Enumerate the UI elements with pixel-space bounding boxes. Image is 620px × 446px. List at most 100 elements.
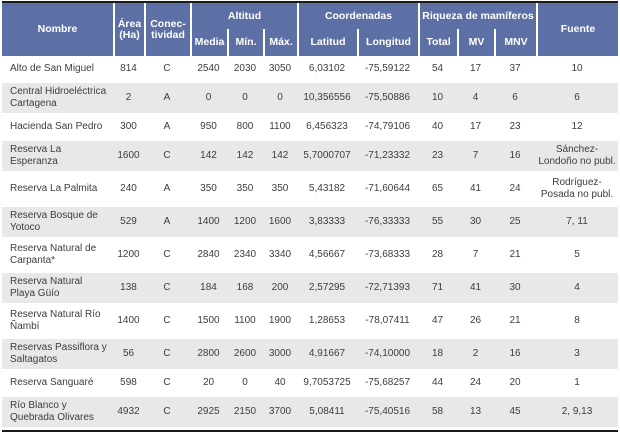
cell-conectividad: C — [163, 150, 171, 161]
cell-conectividad: C — [163, 406, 171, 417]
cell-fuente: 3 — [574, 348, 580, 359]
cell-area: 4932 — [117, 406, 140, 417]
cell-longitud: -73,68333 — [364, 249, 411, 260]
cell-media: 20 — [202, 377, 215, 388]
cell-mv: 7 — [472, 150, 479, 161]
cell-fuente: 12 — [571, 121, 583, 132]
cell-max: 3050 — [268, 63, 292, 74]
cell-max: 0 — [277, 92, 283, 103]
cell-longitud: -75,59122 — [364, 63, 411, 74]
cell-fuente: 8 — [574, 315, 580, 326]
cell-total: 10 — [431, 92, 444, 103]
cell-latitud: 4,56667 — [308, 249, 346, 260]
table-row: Reserva La Esperanza 1600 C 142 142 142 5,7000… — [2, 141, 618, 171]
cell-mnv: 20 — [509, 377, 521, 388]
cell-longitud: -74,10000 — [364, 348, 411, 359]
cell-fuente: 5 — [574, 249, 580, 260]
cell-name: Reserva La Esperanza — [10, 144, 62, 167]
cell-total: 58 — [431, 406, 444, 417]
cell-mnv: 6 — [512, 92, 518, 103]
header-mnv: MNV — [494, 29, 536, 56]
cell-media: 1500 — [197, 315, 220, 326]
table-row: Río Blanco y Quebrada Olivares 4932 C 2925 2… — [2, 397, 618, 427]
cell-latitud: 4,91667 — [308, 348, 346, 359]
cell-area: 1400 — [117, 315, 140, 326]
cell-mv: 17 — [469, 63, 482, 74]
cell-latitud: 2,57295 — [308, 282, 346, 293]
cell-longitud: -75,50886 — [364, 92, 411, 103]
cell-min: 168 — [236, 282, 254, 293]
cell-media: 950 — [200, 121, 217, 132]
cell-conectividad: A — [163, 216, 171, 227]
cell-fuente: Sánchez-Londoño no publ. — [538, 144, 616, 167]
cell-fuente: 4 — [574, 282, 580, 293]
cell-min: 142 — [236, 150, 254, 161]
cell-mnv: 25 — [509, 216, 521, 227]
cell-area: 814 — [120, 63, 137, 74]
header-fuente: Fuente — [536, 3, 618, 56]
cell-min: 2340 — [233, 249, 257, 260]
cell-media: 1400 — [197, 216, 220, 227]
cell-mnv: 21 — [509, 249, 521, 260]
cell-fuente: 1 — [574, 377, 580, 388]
header-nombre: Nombre — [37, 23, 78, 35]
cell-max: 350 — [271, 183, 289, 194]
cell-max: 1600 — [268, 216, 292, 227]
cell-name: Central Hidroeléctrica Cartagena — [10, 86, 107, 109]
cell-min: 2030 — [233, 63, 257, 74]
header-latitud: Latitud — [297, 29, 357, 56]
cell-area: 1600 — [117, 150, 140, 161]
cell-name: Reserva Sanguaré — [10, 377, 94, 388]
header-conectividad: Conec-tividad — [144, 3, 190, 56]
cell-mv: 17 — [469, 121, 482, 132]
table-row: Reserva Natural Playa Güío 138 C 184 168 200 2… — [2, 273, 618, 303]
cell-area: 2 — [125, 92, 132, 103]
header-longitud: Longitud — [357, 29, 418, 56]
cell-total: 44 — [431, 377, 444, 388]
cell-mv: 4 — [472, 92, 479, 103]
cell-max: 3700 — [268, 406, 292, 417]
table-row: Central Hidroeléctrica Cartagena 2 A 0 0 0 10,… — [2, 83, 618, 113]
cell-longitud: -72,71393 — [364, 282, 411, 293]
cell-total: 54 — [431, 63, 444, 74]
cell-min: 0 — [242, 377, 248, 388]
cell-total: 47 — [431, 315, 444, 326]
cell-longitud: -76,33333 — [364, 216, 411, 227]
cell-name: Alto de San Miguel — [10, 63, 94, 74]
cell-fuente: 6 — [574, 92, 580, 103]
cell-name: Reserva Natural de Carpanta* — [10, 243, 97, 266]
cell-total: 40 — [431, 121, 444, 132]
cell-mv: 13 — [469, 406, 482, 417]
cell-name: Reservas Passiflora y Saltagatos — [10, 342, 107, 365]
cell-mnv: 30 — [509, 282, 521, 293]
cell-total: 23 — [431, 150, 444, 161]
header-total: Total — [418, 29, 457, 56]
cell-media: 142 — [200, 150, 217, 161]
cell-media: 2800 — [197, 348, 220, 359]
cell-mnv: 24 — [509, 183, 521, 194]
header-altitud-min: Mín. — [227, 29, 263, 56]
table-row: Reserva La Palmita 240 A 350 350 350 5,43182 -7… — [2, 174, 618, 204]
cell-min: 2600 — [233, 348, 257, 359]
cell-mnv: 37 — [509, 63, 521, 74]
cell-max: 200 — [271, 282, 289, 293]
table-row: Alto de San Miguel 814 C 2540 2030 3050 6,0310… — [2, 58, 618, 80]
cell-longitud: -75,40516 — [364, 406, 411, 417]
cell-area: 56 — [122, 348, 135, 359]
cell-mv: 2 — [472, 348, 479, 359]
header-group-coordenadas: Coordenadas — [297, 3, 418, 29]
table-row: Reserva Natural de Carpanta* 1200 C 2840 234… — [2, 240, 618, 270]
cell-area: 300 — [120, 121, 137, 132]
table-row: Reserva Natural Río Ñambí 1400 C 1500 1100 19… — [2, 306, 618, 336]
cell-mnv: 16 — [509, 348, 521, 359]
cell-max: 3340 — [268, 249, 292, 260]
cell-latitud: 5,08411 — [309, 406, 345, 417]
cell-conectividad: A — [163, 183, 171, 194]
cell-min: 0 — [242, 92, 248, 103]
cell-name: Hacienda San Pedro — [10, 121, 103, 132]
cell-fuente: 2, 9,13 — [561, 406, 593, 417]
cell-media: 0 — [205, 92, 212, 103]
cell-total: 65 — [431, 183, 444, 194]
cell-latitud: 3,83333 — [308, 216, 346, 227]
cell-media: 2925 — [197, 406, 220, 417]
